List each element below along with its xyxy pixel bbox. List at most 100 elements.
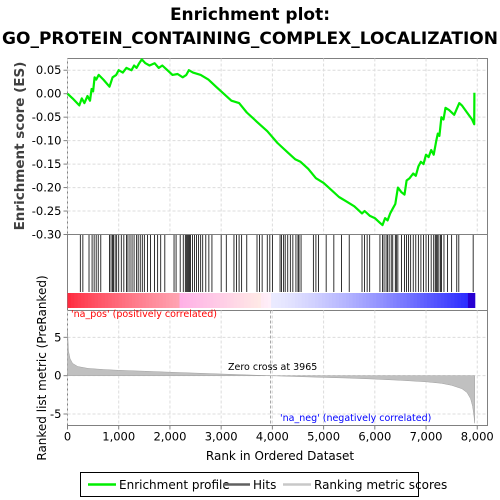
color-bar-segment: [461, 293, 466, 308]
es-axis-title: Enrichment score (ES): [12, 62, 28, 231]
color-bar-segment: [366, 293, 371, 308]
color-bar-segment: [94, 293, 99, 308]
color-bar-segment: [400, 293, 405, 308]
color-bar-segment: [267, 293, 272, 308]
es-ytick-label: 0.00: [36, 87, 62, 101]
color-bar-segment: [376, 293, 381, 308]
color-bar-segment: [179, 293, 184, 308]
x-tick-label: 2,000: [153, 430, 186, 444]
color-bar-segment: [260, 293, 265, 308]
color-bar-segment: [148, 293, 153, 308]
color-bar-segment: [301, 293, 306, 308]
color-bar-segment: [84, 293, 89, 308]
color-bar-segment: [288, 293, 293, 308]
color-bar-segment: [152, 293, 157, 308]
neg-label: 'na_neg' (negatively correlated): [280, 413, 431, 424]
color-bar-segment: [186, 293, 191, 308]
color-bar-segment: [213, 293, 218, 308]
color-bar-segment: [403, 293, 408, 308]
color-bar-segment: [437, 293, 442, 308]
color-bar-segment: [169, 293, 174, 308]
color-bar-segment: [98, 293, 103, 308]
color-bar-segment: [467, 293, 472, 308]
color-bar-segment: [67, 293, 72, 308]
hits-panel: [67, 234, 488, 311]
color-bar-segment: [189, 293, 194, 308]
color-bar-segment: [274, 293, 279, 308]
color-bar-segment: [108, 293, 113, 308]
x-tick-label: 0: [64, 430, 71, 444]
color-bar-segment: [369, 293, 374, 308]
color-bar-segment: [430, 293, 435, 308]
color-bar-segment: [457, 293, 462, 308]
color-bar-segment: [203, 293, 208, 308]
color-bar-segment: [471, 293, 476, 308]
color-bar-segment: [298, 293, 303, 308]
x-tick-label: 4,000: [256, 430, 289, 444]
color-bar-segment: [393, 293, 398, 308]
es-ytick-label: -0.20: [32, 181, 62, 195]
color-bar-segment: [464, 293, 469, 308]
legend-enrichment-label: Enrichment profile: [119, 478, 230, 492]
es-ytick-label: -0.25: [32, 204, 62, 218]
color-bar-segment: [410, 293, 415, 308]
color-bar-segment: [118, 293, 123, 308]
color-bar-segment: [223, 293, 228, 308]
legend-hits-label: Hits: [253, 478, 276, 492]
color-bar-segment: [210, 293, 215, 308]
x-tick-label: 7,000: [410, 430, 443, 444]
es-panel-frame: [67, 58, 488, 235]
legend: Enrichment profile Hits Ranking metric s…: [80, 472, 447, 497]
color-bar-segment: [240, 293, 245, 308]
es-ytick-label: -0.10: [32, 134, 62, 148]
es-ytick-label: -0.05: [32, 110, 62, 124]
metric-ytick-label: 5: [54, 330, 61, 344]
color-bar-segment: [111, 293, 116, 308]
color-bar-segment: [311, 293, 316, 308]
color-bar-segment: [277, 293, 282, 308]
color-bar-segment: [372, 293, 377, 308]
color-bar-segment: [447, 293, 452, 308]
color-bar-segment: [386, 293, 391, 308]
es-ytick-label: 0.05: [36, 63, 62, 77]
color-bar-segment: [145, 293, 150, 308]
color-bar-segment: [91, 293, 96, 308]
ranking-metric-area: [67, 329, 475, 424]
color-bar-segment: [342, 293, 347, 308]
color-bar-segment: [420, 293, 425, 308]
color-bar-segment: [345, 293, 350, 308]
color-bar-segment: [70, 293, 75, 308]
color-bar-segment: [413, 293, 418, 308]
color-bar-segment: [237, 293, 242, 308]
x-axis-title: Rank in Ordered Dataset: [206, 449, 354, 463]
color-bar-segment: [305, 293, 310, 308]
color-bar-segment: [281, 293, 286, 308]
metric-axis-title: Ranked list metric (PreRanked): [35, 275, 49, 460]
es-panel: 0.05 0.00 -0.05 -0.10 -0.15 -0.20 -0.25 -0.30 E…: [12, 58, 488, 242]
es-ytick-label: -0.30: [32, 228, 62, 242]
color-bar-segment: [349, 293, 354, 308]
chart-title-line2: GO_PROTEIN_CONTAINING_COMPLEX_LOCALIZATI…: [2, 29, 498, 49]
color-bar-segment: [427, 293, 432, 308]
color-bar-segment: [247, 293, 252, 308]
color-bar-segment: [389, 293, 394, 308]
color-bar-segment: [115, 293, 119, 308]
color-bar-segment: [74, 293, 79, 308]
color-bar-segment: [396, 293, 401, 308]
color-bar-segment: [294, 293, 299, 308]
x-tick-label: 5,000: [307, 430, 340, 444]
color-bar-segment: [335, 293, 340, 308]
color-bar-segment: [325, 293, 330, 308]
color-bar-segment: [338, 293, 343, 308]
color-bar-segment: [284, 293, 289, 308]
color-bar-segment: [359, 293, 364, 308]
color-bar-segment: [254, 293, 259, 308]
x-tick-label: 8,000: [461, 430, 494, 444]
color-bar-segment: [226, 293, 231, 308]
color-bar-segment: [81, 293, 86, 308]
color-bar-segment: [423, 293, 428, 308]
color-bar-segment: [355, 293, 360, 308]
color-bar-segment: [291, 293, 296, 308]
color-bar-segment: [352, 293, 357, 308]
color-bar-segment: [155, 293, 160, 308]
